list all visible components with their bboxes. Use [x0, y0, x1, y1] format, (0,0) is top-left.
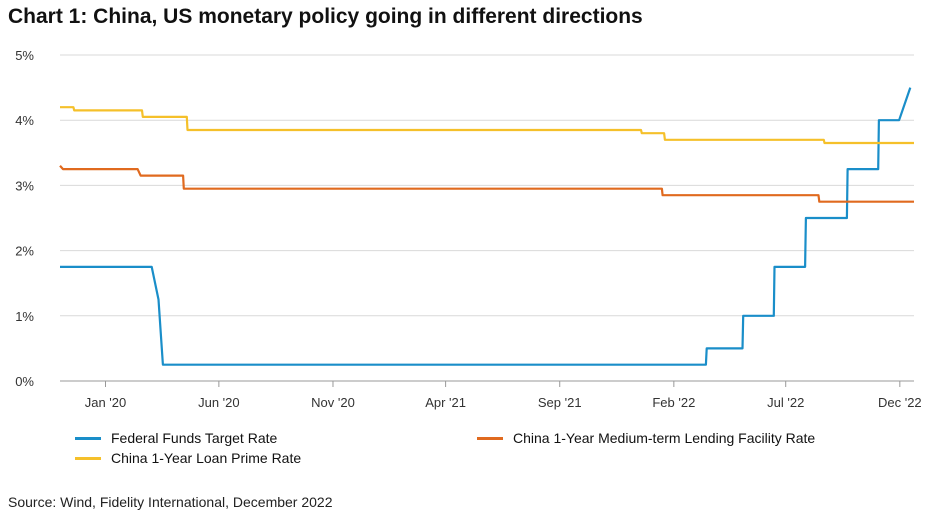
y-tick-label: 1%	[15, 309, 34, 324]
legend-label-mlf: China 1-Year Medium-term Lending Facilit…	[513, 430, 816, 446]
x-tick-label: Jul '22	[767, 395, 804, 410]
legend-swatch-mlf	[477, 436, 503, 440]
legend-label-lpr: China 1-Year Loan Prime Rate	[111, 450, 302, 466]
series-line-0	[60, 87, 912, 366]
y-tick-label: 0%	[15, 374, 34, 389]
legend-swatch-fed	[75, 436, 101, 440]
x-tick-label: Nov '20	[311, 395, 355, 410]
series-lines	[59, 87, 914, 366]
legend-item-lpr: China 1-Year Loan Prime Rate	[75, 450, 301, 466]
legend-label-fed: Federal Funds Target Rate	[111, 430, 278, 446]
y-tick-label: 4%	[15, 113, 34, 128]
y-tick-label: 5%	[15, 48, 34, 63]
legend-item-mlf: China 1-Year Medium-term Lending Facilit…	[477, 430, 815, 446]
gridlines	[60, 54, 914, 317]
x-axis: Jan '20 Jun '20 Nov '20 Apr '21 Sep '21 Feb '…	[60, 380, 922, 410]
x-tick-label: Sep '21	[538, 395, 582, 410]
y-tick-label: 2%	[15, 244, 34, 259]
series-line-2	[60, 106, 914, 145]
y-axis-ticks: 0% 1% 2% 3% 4% 5%	[15, 48, 34, 389]
legend-item-fed-funds: Federal Funds Target Rate	[75, 430, 277, 446]
y-tick-label: 3%	[15, 178, 34, 193]
source-note: Source: Wind, Fidelity International, De…	[8, 494, 333, 510]
x-tick-label: Jan '20	[85, 395, 127, 410]
legend-swatch-lpr	[75, 456, 101, 460]
x-tick-label: Dec '22	[878, 395, 922, 410]
chart-title: Chart 1: China, US monetary policy going…	[8, 5, 643, 28]
x-tick-label: Feb '22	[652, 395, 695, 410]
x-tick-label: Apr '21	[425, 395, 466, 410]
x-tick-label: Jun '20	[198, 395, 240, 410]
series-line-1	[59, 165, 914, 203]
